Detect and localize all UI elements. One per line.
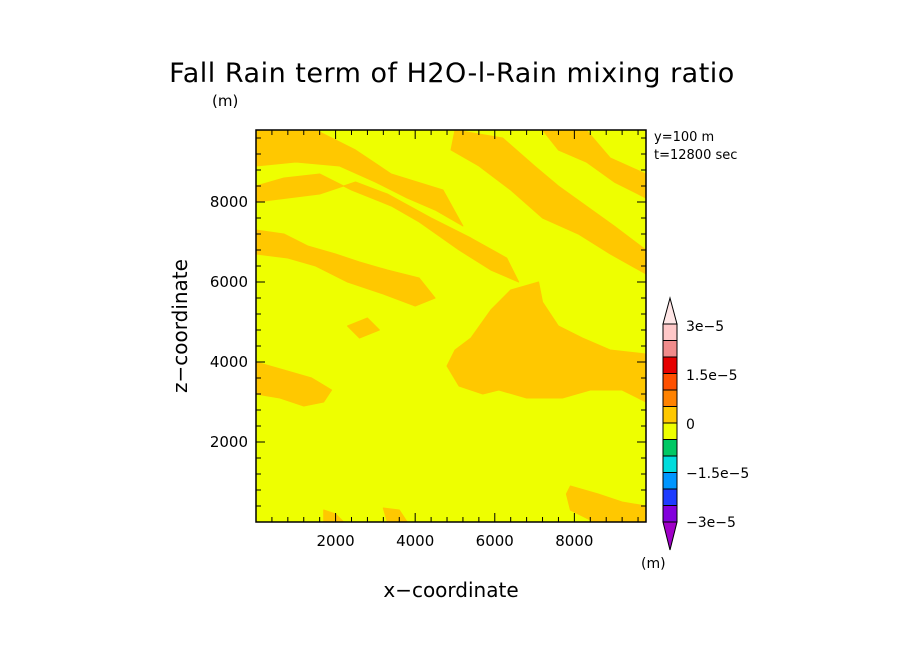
y-tick-label: 8000: [210, 193, 248, 211]
contour-region-2: [256, 173, 520, 283]
contour-region-1: [256, 130, 464, 227]
colorbar: 3e−5 1.5e−5 0 −1.5e−5 −3e−5: [662, 296, 749, 551]
axes: 2000 4000 6000 8000 2000 4000 6000 8000: [210, 129, 647, 550]
contour-region-9: [323, 509, 345, 522]
plot-unit-label: (m): [212, 92, 239, 110]
colorbar-box: [662, 340, 678, 358]
contour-region-7: [256, 361, 333, 407]
y-tick-label: 2000: [210, 433, 248, 451]
colorbar-tick-label: 3e−5: [686, 319, 724, 335]
colorbar-tick-label: 1.5e−5: [686, 368, 738, 384]
contour-plot: [256, 130, 646, 522]
x-tick-label: 2000: [316, 532, 354, 550]
contour-region-6: [446, 281, 646, 403]
colorbar-box: [662, 406, 678, 424]
colorbar-box: [662, 488, 678, 506]
colorbar-box: [662, 389, 678, 407]
contour-region-8: [565, 485, 646, 522]
x-tick-label: 4000: [396, 532, 434, 550]
colorbar-box: [662, 356, 678, 374]
colorbar-tick-label: 0: [686, 417, 695, 433]
colorbar-box: [662, 455, 678, 473]
colorbar-box: [662, 373, 678, 391]
colorbar-box: [662, 505, 678, 523]
colorbar-box: [662, 323, 678, 341]
contour-background-region: [256, 130, 646, 522]
contour-region-11: [347, 317, 380, 339]
contour-region-4: [450, 130, 646, 275]
contour-region-10: [382, 507, 408, 522]
contour-region-3: [256, 229, 436, 307]
x-tick-label: 8000: [555, 532, 593, 550]
colorbar-extend-low: [662, 521, 678, 551]
colorbar-box: [662, 472, 678, 490]
annotation-y-slice: y=100 m: [654, 130, 715, 145]
annotation-time: t=12800 sec: [654, 148, 738, 163]
x-axis-label: x−coordinate: [383, 578, 519, 602]
colorbar-tick-label: −1.5e−5: [686, 466, 749, 482]
x-tick-label: 6000: [476, 532, 514, 550]
y-tick-label: 4000: [210, 353, 248, 371]
colorbar-tick-label: −3e−5: [686, 515, 736, 531]
contour-region-5: [542, 130, 646, 199]
chart-title: Fall Rain term of H2O-l-Rain mixing rati…: [169, 58, 735, 89]
colorbar-extend-high: [662, 296, 678, 325]
colorbar-box: [662, 422, 678, 440]
colorbar-unit-label: (m): [641, 556, 666, 572]
y-tick-label: 6000: [210, 273, 248, 291]
colorbar-box: [662, 439, 678, 457]
plot-frame: [255, 129, 647, 523]
